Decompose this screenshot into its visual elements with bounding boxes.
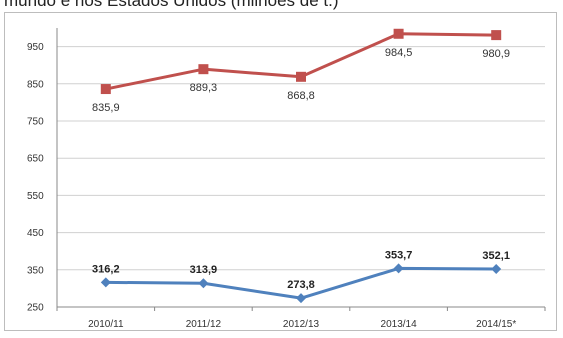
series-0-point — [296, 71, 306, 82]
series-1-point — [198, 278, 209, 289]
series-1-point — [491, 264, 502, 275]
series-0-point — [393, 28, 404, 39]
chart-caption: mundo e nos Estados Unidos (milhões de t… — [4, 0, 339, 10]
series-1-point — [100, 277, 111, 288]
y-tick-label: 450 — [27, 228, 44, 239]
x-tick-label: 2012/13 — [283, 319, 320, 330]
y-tick-label: 950 — [27, 42, 44, 53]
y-tick-label: 550 — [27, 191, 44, 202]
x-tick-label: 2010/11 — [88, 319, 124, 330]
series-1-point — [393, 263, 404, 274]
y-tick-label: 250 — [27, 303, 44, 314]
series-1-data-label: 352,1 — [482, 250, 510, 262]
series-1-point — [296, 293, 306, 304]
chart-frame — [4, 12, 557, 331]
series-1-data-label: 316,2 — [92, 263, 120, 275]
series-0-data-label: 868,8 — [287, 90, 315, 102]
y-tick-label: 650 — [27, 154, 44, 165]
x-tick-label: 2011/12 — [186, 319, 222, 330]
series-0-data-label: 980,9 — [482, 48, 510, 60]
series-0-data-label: 984,5 — [385, 47, 413, 59]
series-0-point — [491, 30, 502, 41]
y-tick-label: 750 — [27, 117, 44, 128]
series-1-data-label: 353,7 — [385, 249, 413, 261]
series-0-point — [100, 84, 111, 95]
x-tick-label: 2013/14 — [381, 319, 418, 330]
y-tick-label: 850 — [27, 79, 44, 90]
series-1-data-label: 273,8 — [287, 279, 315, 291]
x-tick-label: 2014/15* — [476, 319, 516, 330]
series-0-data-label: 835,9 — [92, 102, 120, 114]
series-0-data-label: 889,3 — [190, 82, 218, 94]
series-1-data-label: 313,9 — [190, 264, 218, 276]
series-0-point — [198, 64, 209, 75]
y-tick-label: 350 — [27, 265, 44, 276]
